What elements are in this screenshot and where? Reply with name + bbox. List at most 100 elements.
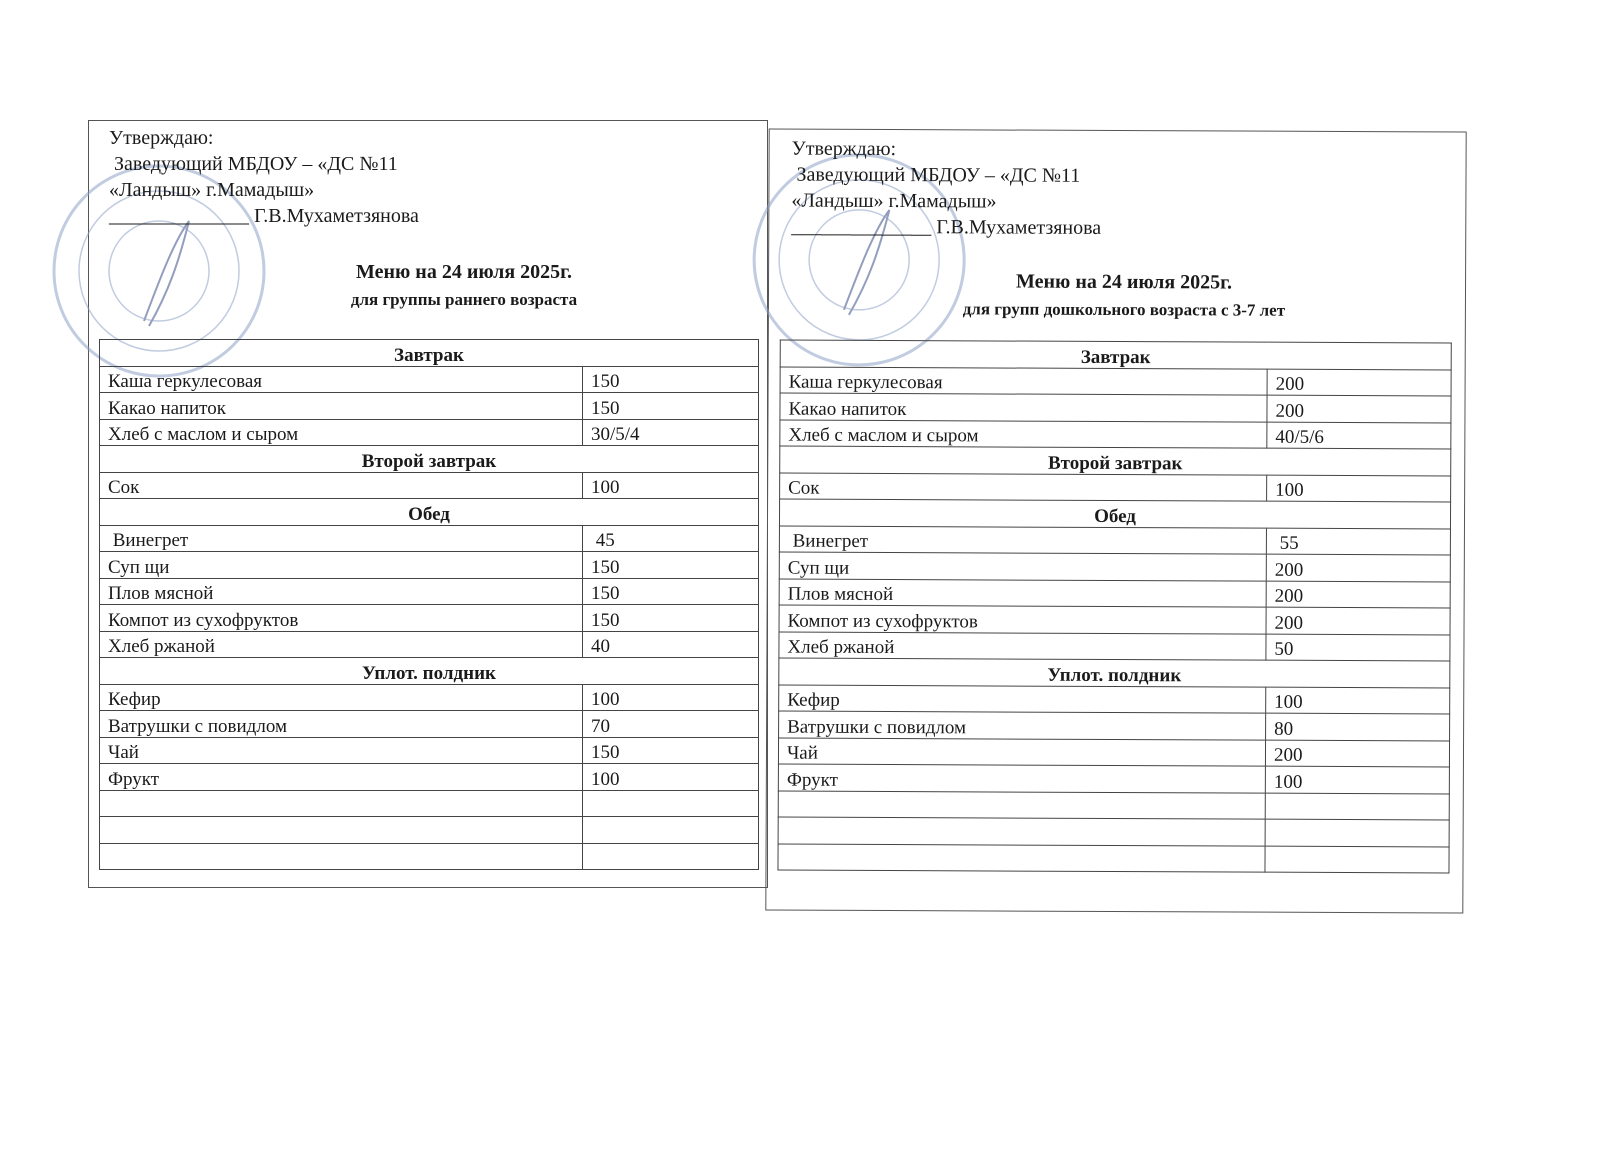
section-header-row: Обед bbox=[779, 499, 1451, 529]
dish-name: Фрукт bbox=[99, 763, 583, 791]
portion-weight: 100 bbox=[582, 763, 759, 791]
portion-weight: 150 bbox=[582, 551, 759, 579]
dish-name bbox=[778, 817, 1266, 846]
dish-name: Винегрет bbox=[779, 525, 1267, 555]
approval-line: ______________ Г.В.Мухаметзянова bbox=[109, 205, 419, 227]
table-row: Суп щи 150 bbox=[99, 551, 759, 579]
table-row: Сок 100 bbox=[779, 472, 1451, 502]
dish-name: Какао напиток bbox=[99, 392, 583, 420]
portion-weight: 150 bbox=[582, 365, 759, 393]
menu-subtitle: для группы раннего возраста bbox=[350, 290, 578, 309]
table-row: Кефир 100 bbox=[778, 684, 1450, 714]
table-row: Винегрет 55 bbox=[779, 525, 1451, 555]
dish-name: Кефир bbox=[778, 684, 1266, 714]
dish-name: Сок bbox=[99, 471, 583, 499]
table-row: Каша геркулесовая 200 bbox=[780, 366, 1452, 396]
approval-line: ______________ Г.В.Мухаметзянова bbox=[791, 215, 1102, 239]
table-row bbox=[777, 843, 1450, 873]
dish-name: Ватрушки с повидлом bbox=[778, 711, 1266, 740]
portion-weight bbox=[582, 816, 759, 844]
table-row: Хлеб ржаной 40 bbox=[99, 630, 759, 658]
approval-block: Утверждаю: Заведующий МБДОУ – «ДС №11 «Ла… bbox=[109, 125, 419, 229]
table-row: Чай 150 bbox=[99, 736, 759, 764]
approval-line: Утверждаю: bbox=[109, 127, 214, 149]
table-row: Какао напиток 150 bbox=[99, 392, 759, 420]
portion-weight: 200 bbox=[1266, 607, 1451, 635]
dish-name: Компот из сухофруктов bbox=[779, 605, 1267, 634]
menu-table: Завтрак Каша геркулесовая 150 Какао напиток… bbox=[99, 339, 759, 870]
table-row: Хлеб ржаной 50 bbox=[778, 631, 1451, 661]
dish-name: Каша геркулесовая bbox=[780, 366, 1268, 396]
dish-name: Компот из сухофруктов bbox=[99, 604, 583, 632]
portion-weight: 150 bbox=[582, 392, 759, 420]
approval-line: «Ландыш» г.Мамадыш» bbox=[109, 179, 315, 201]
dish-name: Сок bbox=[779, 472, 1267, 502]
table-row: Чай 200 bbox=[778, 737, 1450, 767]
section-header-row: Уплот. полдник bbox=[99, 657, 759, 685]
portion-weight: 150 bbox=[582, 736, 759, 764]
dish-name: Фрукт bbox=[778, 764, 1266, 793]
portion-weight: 200 bbox=[1265, 739, 1450, 767]
dish-name: Каша геркулесовая bbox=[99, 365, 583, 393]
dish-name bbox=[99, 816, 583, 844]
table-row bbox=[99, 816, 759, 844]
portion-weight: 100 bbox=[1266, 474, 1451, 502]
portion-weight: 150 bbox=[582, 604, 759, 632]
dish-name: Хлеб ржаной bbox=[778, 631, 1267, 661]
dish-name: Ватрушки с повидлом bbox=[99, 710, 583, 738]
portion-weight bbox=[1265, 819, 1450, 847]
portion-weight: 200 bbox=[1266, 580, 1451, 608]
dish-name: Суп щи bbox=[99, 551, 583, 579]
menu-title-block: Меню на 24 июля 2025г. для группы раннего… bbox=[314, 261, 614, 310]
section-header-row: Завтрак bbox=[780, 340, 1452, 370]
table-row: Ватрушки с повидлом 80 bbox=[778, 711, 1450, 741]
table-row: Плов мясной 150 bbox=[99, 577, 759, 605]
stamp-seal-icon bbox=[752, 153, 966, 367]
table-row: Хлеб с маслом и сыром 40/5/6 bbox=[779, 419, 1451, 449]
portion-weight: 150 bbox=[582, 577, 759, 605]
menu-panel-early-age: Утверждаю: Заведующий МБДОУ – «ДС №11 «Ла… bbox=[52, 120, 768, 888]
dish-name: Плов мясной bbox=[779, 578, 1267, 608]
dish-name: Суп щи bbox=[779, 552, 1267, 581]
dish-name bbox=[777, 843, 1266, 873]
menu-title: Меню на 24 июля 2025г. bbox=[1015, 270, 1233, 294]
portion-weight: 200 bbox=[1266, 395, 1452, 423]
dish-name: Какао напиток bbox=[779, 393, 1268, 422]
section-name: Второй завтрак bbox=[99, 445, 759, 473]
portion-weight bbox=[1265, 792, 1450, 820]
table-row: Компот из сухофруктов 200 bbox=[779, 605, 1451, 635]
dish-name: Чай bbox=[778, 737, 1266, 767]
portion-weight bbox=[582, 842, 759, 870]
dish-name: Хлеб ржаной bbox=[99, 630, 583, 658]
approval-line: «Ландыш» г.Мамадыш» bbox=[791, 189, 997, 213]
section-name: Завтрак bbox=[99, 339, 759, 367]
portion-weight: 100 bbox=[1265, 686, 1450, 714]
section-header-row: Уплот. полдник bbox=[778, 658, 1450, 688]
table-row bbox=[778, 817, 1450, 847]
dish-name bbox=[99, 842, 583, 870]
dish-name: Винегрет bbox=[99, 524, 583, 552]
dish-name: Хлеб с маслом и сыром bbox=[99, 418, 583, 446]
menu-subtitle: для групп дошкольного возраста с 3-7 лет bbox=[962, 299, 1286, 320]
portion-weight: 45 bbox=[582, 524, 759, 552]
approval-line: Заведующий МБДОУ – «ДС №11 bbox=[109, 153, 398, 175]
portion-weight bbox=[582, 789, 759, 817]
portion-weight: 200 bbox=[1266, 554, 1451, 582]
section-name: Обед bbox=[99, 498, 759, 526]
portion-weight: 100 bbox=[582, 471, 759, 499]
menu-title-block: Меню на 24 июля 2025г. для групп дошкольн… bbox=[919, 270, 1329, 321]
table-row: Какао напиток 200 bbox=[779, 393, 1452, 423]
table-row: Компот из сухофруктов 150 bbox=[99, 604, 759, 632]
table-row: Фрукт 100 bbox=[778, 764, 1450, 794]
dish-name bbox=[99, 789, 583, 817]
section-name: Уплот. полдник bbox=[99, 657, 759, 685]
section-header-row: Обед bbox=[99, 498, 759, 526]
dish-name: Хлеб с маслом и сыром bbox=[779, 419, 1267, 449]
section-name: Завтрак bbox=[780, 340, 1452, 370]
table-row: Кефир 100 bbox=[99, 683, 759, 711]
section-name: Второй завтрак bbox=[779, 446, 1451, 476]
approval-line: Утверждаю: bbox=[791, 137, 897, 161]
section-header-row: Второй завтрак bbox=[99, 445, 759, 473]
portion-weight bbox=[1264, 845, 1450, 873]
table-row bbox=[99, 842, 759, 870]
